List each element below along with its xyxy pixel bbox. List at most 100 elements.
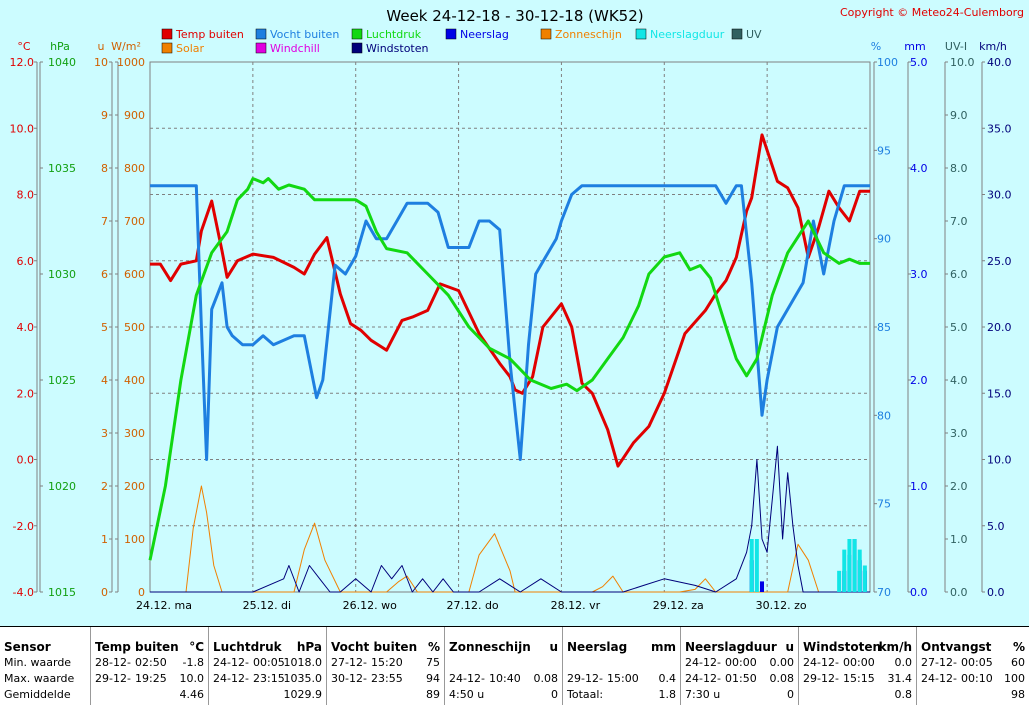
stats-cell-value: 98 bbox=[1011, 688, 1025, 701]
stats-column: Windstoten km/h 24-12- 00:00 0.0 29-12- 15:15 3… bbox=[798, 627, 916, 705]
axis-tick-label-uv: 0.0 bbox=[950, 586, 968, 599]
x-tick-label: 24.12. ma bbox=[136, 599, 192, 612]
axis-tick-label-temp: 12.0 bbox=[10, 56, 35, 69]
stats-header: Sensor bbox=[4, 639, 86, 655]
legend-swatch bbox=[255, 28, 267, 40]
axis-unit-humidity: % bbox=[871, 40, 881, 53]
axis-tick-label-humidity: 85 bbox=[877, 321, 891, 334]
axis-tick-label-temp: 6.0 bbox=[17, 255, 35, 268]
stats-cell-value: 0 bbox=[787, 688, 794, 701]
series-line-luchtdruk bbox=[148, 177, 870, 561]
legend-swatch bbox=[161, 28, 173, 40]
stats-row: 24-12- 10:40 0.08 bbox=[449, 671, 558, 687]
axis-tick-label-sun: 4 bbox=[101, 374, 108, 387]
stats-row: 24-12- 00:00 0.0 bbox=[803, 655, 912, 671]
bar-neerslagduur bbox=[842, 549, 847, 592]
legend-label: Vocht buiten bbox=[270, 28, 339, 41]
stats-cell-time: 00:00 bbox=[725, 656, 757, 669]
stats-cell-value: -1.8 bbox=[182, 656, 204, 669]
stats-row: 24-12- 23:15 1035.0 bbox=[213, 671, 322, 687]
stats-cell-time: 19:25 bbox=[135, 672, 167, 685]
axis-tick-label-temp: 4.0 bbox=[17, 321, 35, 334]
stats-row bbox=[567, 655, 676, 671]
axis-tick-label-temp: -4.0 bbox=[13, 586, 34, 599]
bar-neerslagduur bbox=[754, 539, 759, 592]
axis-tick-label-uv: 7.0 bbox=[950, 215, 968, 228]
stats-cell-value: 31.4 bbox=[887, 672, 913, 685]
stats-header: Temp buiten °C bbox=[95, 639, 204, 655]
stats-header: Ontvangst% bbox=[921, 639, 1025, 655]
stats-cell-time: 23:15 bbox=[253, 672, 285, 685]
bar-neerslagduur bbox=[847, 539, 852, 592]
stats-row: 4:50 u 0 bbox=[449, 687, 558, 703]
axis-tick-label-temp: 10.0 bbox=[10, 122, 35, 135]
stats-cell-date: 29-12- bbox=[803, 672, 839, 685]
axis-tick-label-temp: -2.0 bbox=[13, 520, 34, 533]
stats-cell-time: 10:40 bbox=[489, 672, 521, 685]
legend-label: Solar bbox=[176, 42, 205, 55]
axis-tick-label-solar: 200 bbox=[124, 480, 145, 493]
stats-header: Vocht buiten% bbox=[331, 639, 440, 655]
stats-cell-time: 00:00 bbox=[843, 656, 875, 669]
axis-tick-label-humidity: 95 bbox=[877, 144, 891, 157]
stats-cell-value: 1029.9 bbox=[283, 688, 323, 701]
stats-cell-value: 0.08 bbox=[533, 672, 559, 685]
axis-tick-label-uv: 4.0 bbox=[950, 374, 968, 387]
stats-cell-date: 28-12- bbox=[95, 656, 131, 669]
axis-unit-temp: °C bbox=[17, 40, 31, 53]
x-tick-label: 26.12. wo bbox=[343, 599, 397, 612]
legend-swatch bbox=[161, 42, 173, 54]
stats-row: 28-12- 02:50 -1.8 bbox=[95, 655, 204, 671]
bar-neerslagduur bbox=[862, 565, 867, 592]
stats-cell-date: 24-12- bbox=[213, 672, 249, 685]
stats-cell-date: 24-12- bbox=[685, 656, 721, 669]
stats-cell-date: Gemiddelde bbox=[4, 688, 71, 701]
stats-column: Zonneschijn u 24-12- 10:40 0.08 4:50 u 0 bbox=[444, 627, 562, 705]
axis-unit-solar: W/m² bbox=[111, 40, 141, 53]
stats-cell-value: 60 bbox=[1011, 656, 1025, 669]
axis-tick-label-solar: 600 bbox=[124, 268, 145, 281]
stats-row bbox=[449, 655, 558, 671]
axis-tick-label-humidity: 80 bbox=[877, 409, 891, 422]
stats-row: Totaal: 1.8 bbox=[567, 687, 676, 703]
stats-row: 29-12- 19:25 10.0 bbox=[95, 671, 204, 687]
axis-tick-label-wind: 10.0 bbox=[987, 454, 1012, 467]
axis-tick-label-uv: 2.0 bbox=[950, 480, 968, 493]
legend-label: Windchill bbox=[270, 42, 320, 55]
axis-tick-label-uv: 8.0 bbox=[950, 162, 968, 175]
stats-header-label: Windstoten bbox=[803, 640, 882, 654]
legend-label: Luchtdruk bbox=[366, 28, 422, 41]
axis-tick-label-temp: 2.0 bbox=[17, 387, 35, 400]
stats-header: Neerslagduur u bbox=[685, 639, 794, 655]
stats-row: 24-12- 00:05 1018.0 bbox=[213, 655, 322, 671]
legend-swatch bbox=[351, 28, 363, 40]
stats-cell-date: 24-12- bbox=[921, 672, 957, 685]
axis-unit-wind: km/h bbox=[979, 40, 1007, 53]
stats-cell-value: 0.08 bbox=[769, 672, 795, 685]
axis-tick-label-rain: 3.0 bbox=[910, 268, 928, 281]
stats-header-unit: km/h bbox=[878, 640, 912, 654]
stats-cell-date: Min. waarde bbox=[4, 656, 72, 669]
axis-tick-label-sun: 0 bbox=[101, 586, 108, 599]
stats-column: Ontvangst% 27-12- 00:05 60 24-12- 00:10 100 98 bbox=[916, 627, 1029, 705]
axis-tick-label-rain: 1.0 bbox=[910, 480, 928, 493]
axis-tick-label-uv: 10.0 bbox=[950, 56, 975, 69]
axis-tick-label-rain: 5.0 bbox=[910, 56, 928, 69]
stats-cell-time: 02:50 bbox=[135, 656, 167, 669]
axis-tick-label-wind: 0.0 bbox=[987, 586, 1005, 599]
axis-tick-label-humidity: 90 bbox=[877, 233, 891, 246]
stats-cell-date: 29-12- bbox=[95, 672, 131, 685]
stats-cell-date: 7:30 u bbox=[685, 688, 721, 701]
axis-tick-label-uv: 9.0 bbox=[950, 109, 968, 122]
stats-header-unit: mm bbox=[650, 640, 676, 654]
axis-tick-label-wind: 15.0 bbox=[987, 387, 1012, 400]
stats-column: Neerslag mm 29-12- 15:00 0.4 Totaal: 1.8 bbox=[562, 627, 680, 705]
series-line-windstoten bbox=[150, 445, 870, 593]
axis-tick-label-sun: 1 bbox=[101, 533, 108, 546]
stats-header-label: Neerslag bbox=[567, 640, 628, 654]
stats-row: Gemiddelde bbox=[4, 687, 86, 703]
x-tick-label: 29.12. za bbox=[653, 599, 704, 612]
stats-cell-value: 100 bbox=[1004, 672, 1025, 685]
axis-tick-label-pressure: 1025 bbox=[48, 374, 76, 387]
stats-header-unit: u bbox=[549, 640, 558, 654]
